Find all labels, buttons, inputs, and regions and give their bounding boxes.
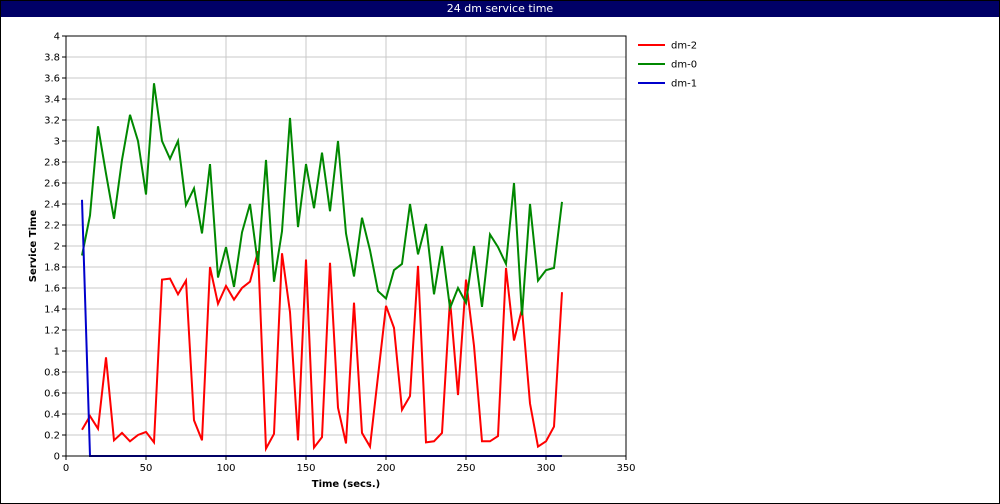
x-tick-label: 200 <box>376 463 395 474</box>
x-tick-label: 150 <box>296 463 315 474</box>
y-tick-label: 1.6 <box>44 284 60 295</box>
ticks: 0 50 100 150 200 250 300 350 0 0.2 0.4 0.6 0.8 1 1.2 1.… <box>44 32 635 475</box>
y-tick-label: 2.8 <box>44 158 60 169</box>
legend-label-dm-1: dm-1 <box>671 79 697 90</box>
y-tick-label: 1 <box>54 347 60 358</box>
y-tick-label: 1.2 <box>44 326 60 337</box>
y-tick-label: 0.2 <box>44 431 60 442</box>
y-tick-label: 2.4 <box>44 200 60 211</box>
x-tick-label: 0 <box>63 463 69 474</box>
y-tick-label: 3 <box>54 137 60 148</box>
legend-label-dm-2: dm-2 <box>671 41 697 52</box>
x-tick-label: 100 <box>216 463 235 474</box>
x-axis-title: Time (secs.) <box>312 479 381 490</box>
y-tick-label: 2.6 <box>44 179 60 190</box>
y-tick-label: 0.6 <box>44 389 60 400</box>
y-tick-label: 0.4 <box>44 410 60 421</box>
y-tick-label: 0 <box>54 452 60 463</box>
series-line-dm-0 <box>81 83 563 316</box>
y-tick-label: 2.2 <box>44 221 60 232</box>
y-tick-label: 3.6 <box>44 74 60 85</box>
y-tick-label: 3.4 <box>44 95 60 106</box>
x-tick-label: 350 <box>616 463 635 474</box>
x-tick-label: 300 <box>536 463 555 474</box>
y-tick-label: 0.8 <box>44 368 60 379</box>
grid <box>65 35 627 457</box>
y-tick-label: 3.8 <box>44 53 60 64</box>
series-line-dm-2 <box>81 251 563 453</box>
y-tick-label: 1.4 <box>44 305 60 316</box>
y-tick-label: 2 <box>54 242 60 253</box>
y-tick-label: 1.8 <box>44 263 60 274</box>
y-axis-title: Service Time <box>28 210 39 283</box>
legend-label-dm-0: dm-0 <box>671 60 697 71</box>
x-tick-label: 50 <box>140 463 153 474</box>
legend: dm-2 dm-0 dm-1 <box>638 41 697 90</box>
y-tick-label: 3.2 <box>44 116 60 127</box>
y-tick-label: 4 <box>54 32 60 43</box>
chart-title: 24 dm service time <box>1 1 999 17</box>
x-tick-label: 250 <box>456 463 475 474</box>
